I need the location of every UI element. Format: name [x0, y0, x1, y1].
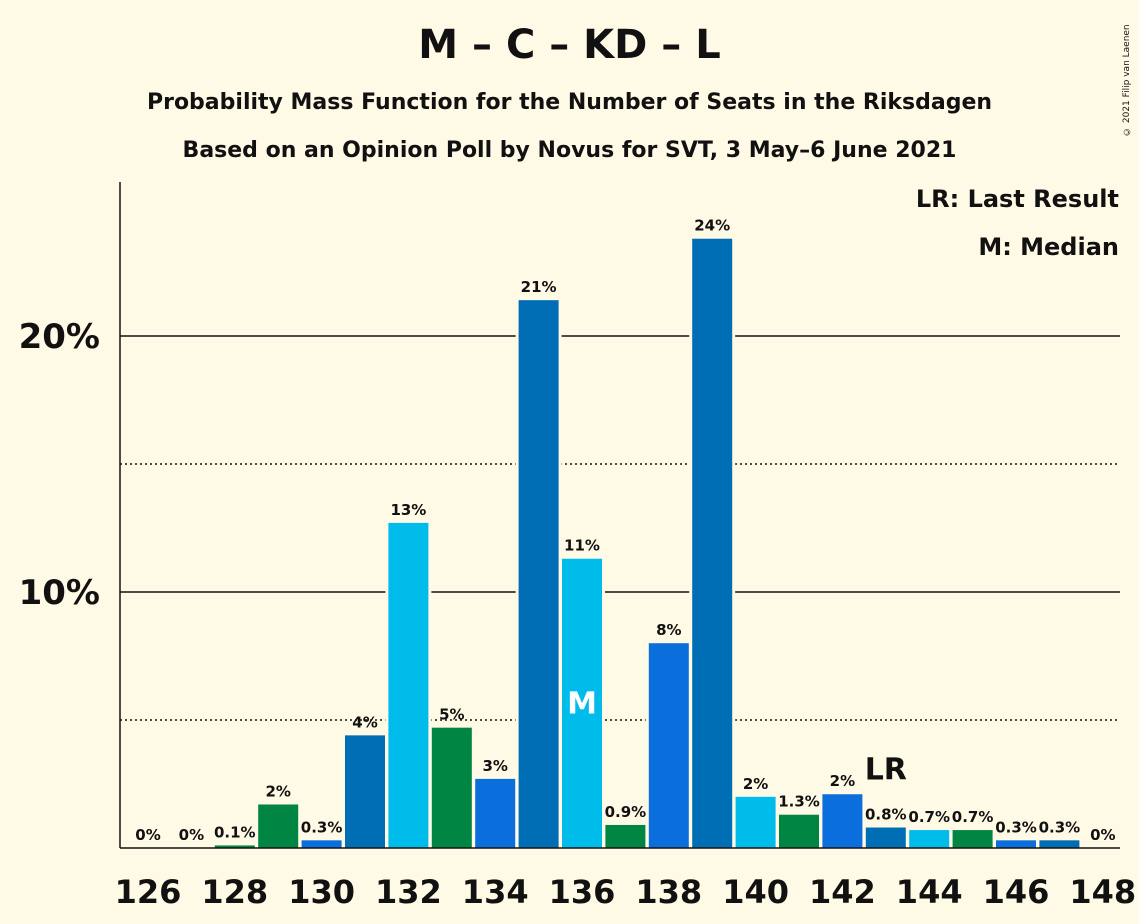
bar-132 — [388, 522, 429, 848]
value-label-141: 1.3% — [778, 793, 820, 811]
value-label-135: 21% — [521, 278, 557, 296]
value-label-137: 0.9% — [605, 803, 647, 821]
axes — [119, 182, 1120, 849]
bar-134 — [475, 778, 516, 848]
value-label-140: 2% — [743, 775, 768, 793]
value-label-138: 8% — [656, 621, 681, 639]
value-label-133: 5% — [439, 706, 464, 724]
bar-144 — [909, 830, 950, 848]
bar-145 — [952, 830, 993, 848]
y-tick-label-20%: 20% — [19, 317, 100, 357]
bar-129 — [258, 804, 299, 848]
bar-128 — [214, 845, 255, 848]
x-tick-label-148: 148 — [1069, 873, 1136, 911]
value-label-143: 0.8% — [865, 806, 907, 824]
value-label-134: 3% — [482, 757, 507, 775]
x-tick-label-146: 146 — [983, 873, 1050, 911]
value-label-130: 0.3% — [301, 818, 343, 836]
value-label-127: 0% — [179, 826, 204, 844]
bar-130 — [301, 840, 342, 848]
value-label-142: 2% — [830, 772, 855, 790]
x-tick-label-136: 136 — [549, 873, 616, 911]
x-tick-label-130: 130 — [288, 873, 355, 911]
gridlines — [120, 335, 1120, 721]
value-label-139: 24% — [694, 217, 730, 235]
bar-133 — [431, 727, 472, 848]
x-tick-label-138: 138 — [635, 873, 702, 911]
bar-halo — [211, 842, 258, 848]
value-labels: 0% 0% 0.1% 2% 0.3% 4% 13% 5% 3% 21% 11% 0.9% 8% 24% 2%… — [135, 217, 1115, 844]
bar-142 — [822, 794, 863, 848]
bar-131 — [345, 735, 385, 848]
x-tick-label-140: 140 — [722, 873, 789, 911]
markers: M LR — [567, 686, 907, 787]
value-label-131: 4% — [352, 713, 377, 731]
x-tick-label-126: 126 — [115, 873, 182, 911]
bar-137 — [605, 824, 646, 848]
legend-median: M: Median — [978, 233, 1119, 261]
chart-subtitle: Probability Mass Function for the Number… — [146, 90, 993, 115]
tick-labels: 126 128 130 132 134 136 138 140 142 144 146 148 10% 2… — [19, 317, 1137, 911]
value-label-136: 11% — [564, 537, 600, 555]
bar-141 — [779, 814, 819, 848]
value-label-128: 0.1% — [214, 823, 256, 841]
median-marker: M — [567, 686, 597, 721]
bar-147 — [1039, 840, 1080, 848]
value-label-144: 0.7% — [908, 808, 950, 826]
value-label-147: 0.3% — [1039, 818, 1081, 836]
value-label-148: 0% — [1090, 826, 1115, 844]
bar-139 — [692, 238, 733, 849]
value-label-126: 0% — [135, 826, 160, 844]
x-tick-label-128: 128 — [201, 873, 268, 911]
bar-135 — [518, 300, 559, 848]
last-result-marker: LR — [865, 753, 907, 788]
legend-last-result: LR: Last Result — [915, 185, 1119, 213]
value-label-145: 0.7% — [952, 808, 994, 826]
value-label-146: 0.3% — [995, 818, 1037, 836]
chart-title: M – C – KD – L — [418, 22, 721, 68]
bar-146 — [996, 840, 1036, 848]
bar-138 — [648, 643, 689, 848]
bar-140 — [735, 796, 776, 848]
value-label-129: 2% — [265, 782, 290, 800]
bars — [211, 235, 1083, 849]
value-label-132: 13% — [390, 501, 426, 519]
chart-subtitle-source: Based on an Opinion Poll by Novus for SV… — [182, 138, 957, 163]
bar-136 — [562, 558, 602, 848]
bar-143 — [865, 827, 906, 848]
x-tick-label-134: 134 — [462, 873, 529, 911]
x-tick-label-142: 142 — [809, 873, 876, 911]
x-tick-label-132: 132 — [375, 873, 442, 911]
x-tick-label-144: 144 — [896, 873, 963, 911]
y-tick-label-10%: 10% — [19, 573, 100, 613]
